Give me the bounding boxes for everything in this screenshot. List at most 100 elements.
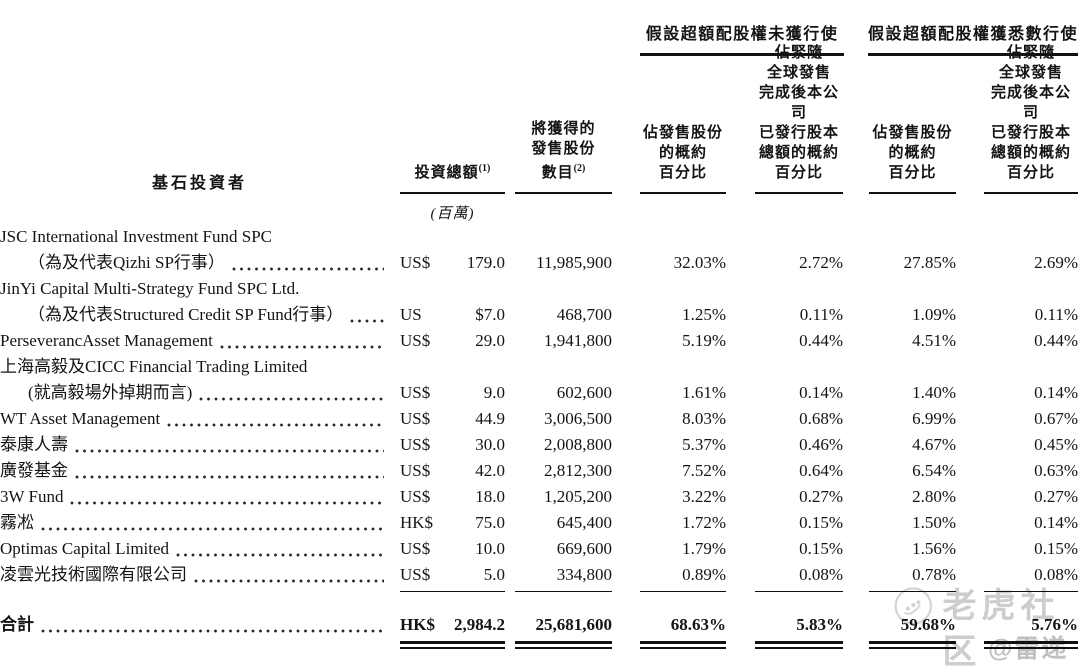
pct-cell: 2.80% — [912, 487, 956, 506]
investor-name-cell: 凌雲光技術國際有限公司 — [0, 562, 390, 588]
investor-name-cell: 廣發基金 — [0, 458, 390, 484]
pct-cell: 7.52% — [682, 461, 726, 480]
table-body: JSC International Investment Fund SPC （為… — [0, 224, 1080, 593]
dot-leader — [70, 501, 384, 505]
pct-cell: 1.61% — [682, 383, 726, 402]
pct-cell: 0.89% — [682, 565, 726, 584]
dot-leader — [75, 449, 384, 453]
investment-amount-cell: 179.0 — [466, 253, 505, 272]
pct-cell: 1.56% — [912, 539, 956, 558]
header-cornerstone-investors: 基石投資者 — [152, 175, 248, 192]
dot-leader — [231, 267, 384, 271]
total-shares-cell: 25,681,600 — [535, 615, 613, 634]
offer-shares-cell: 11,985,900 — [536, 253, 612, 272]
pct-cell: 0.15% — [1034, 539, 1078, 558]
currency-cell: US$ — [400, 539, 431, 558]
pct-cell: 0.11% — [799, 305, 843, 324]
table-row: 上海高毅及CICC Financial Trading Limited (就高毅… — [0, 354, 1080, 406]
pct-cell: 0.44% — [1034, 331, 1078, 350]
total-pct-cell: 68.63% — [670, 615, 726, 634]
header-span-no-exercise: 假設超額配股權未獲行使 — [640, 20, 844, 56]
investment-amount-cell: $7.0 — [475, 305, 505, 324]
pct-cell: 2.69% — [1034, 253, 1078, 272]
tiger-logo-icon — [894, 587, 932, 625]
table-row: Optimas Capital Limited US$ 10.0 669,600… — [0, 536, 1080, 562]
pct-cell: 0.44% — [799, 331, 843, 350]
pct-cell: 0.11% — [1034, 305, 1078, 324]
investment-amount-cell: 5.0 — [483, 565, 505, 584]
pct-cell: 0.46% — [799, 435, 843, 454]
pct-cell: 3.22% — [682, 487, 726, 506]
pct-cell: 4.67% — [912, 435, 956, 454]
pct-cell: 6.99% — [912, 409, 956, 428]
total-row: 合計 HK$ 2,984.2 25,681,600 68.63% 5.83% 5… — [0, 612, 1080, 649]
footnote-1-marker: (1) — [478, 163, 491, 174]
pct-cell: 0.63% — [1034, 461, 1078, 480]
investment-amount-cell: 42.0 — [475, 461, 505, 480]
pct-cell: 0.27% — [799, 487, 843, 506]
table-row: PerseverancAsset Management US$ 29.0 1,9… — [0, 328, 1080, 354]
offer-shares-cell: 2,008,800 — [544, 435, 612, 454]
offer-shares-cell: 645,400 — [556, 513, 612, 532]
currency-cell: US$ — [400, 409, 431, 428]
dot-leader — [219, 345, 384, 349]
table-row: WT Asset Management US$ 44.9 3,006,500 8… — [0, 406, 1080, 432]
header-span-full-exercise: 假設超額配股權獲悉數行使 — [868, 20, 1078, 56]
pct-cell: 1.79% — [682, 539, 726, 558]
pct-cell: 0.08% — [1034, 565, 1078, 584]
investor-name-cell: (就高毅場外掉期而言) — [0, 380, 390, 406]
single-rule — [0, 591, 1080, 593]
investment-amount-cell: 9.0 — [483, 383, 505, 402]
investor-name-line1: JSC International Investment Fund SPC — [0, 227, 272, 246]
pct-cell: 0.64% — [799, 461, 843, 480]
dot-leader — [41, 527, 384, 531]
total-currency-cell: HK$ — [400, 615, 435, 634]
pct-cell: 2.72% — [799, 253, 843, 272]
currency-cell: US$ — [400, 487, 431, 506]
pct-cell: 0.15% — [799, 513, 843, 532]
investor-name-cell: Optimas Capital Limited — [0, 536, 390, 562]
pct-cell: 0.14% — [799, 383, 843, 402]
header-offer-shares-number: 將獲得的 發售股份 數目(2) — [515, 60, 612, 194]
currency-cell: US$ — [400, 461, 431, 480]
investment-amount-cell: 75.0 — [475, 513, 505, 532]
dot-leader — [194, 579, 384, 583]
offer-shares-cell: 669,600 — [556, 539, 612, 558]
pct-cell: 4.51% — [912, 331, 956, 350]
pct-cell: 0.78% — [912, 565, 956, 584]
currency-cell: US$ — [400, 331, 431, 350]
pct-cell: 1.40% — [912, 383, 956, 402]
investment-amount-cell: 10.0 — [475, 539, 505, 558]
currency-cell: HK$ — [400, 513, 434, 532]
offer-shares-cell: 2,812,300 — [544, 461, 612, 480]
investor-name-cell: （為及代表Structured Credit SP Fund行事） — [0, 302, 390, 328]
investment-amount-cell: 29.0 — [475, 331, 505, 350]
total-pct-cell: 5.76% — [1031, 615, 1078, 634]
currency-cell: US$ — [400, 253, 431, 272]
pct-cell: 32.03% — [673, 253, 726, 272]
watermark-community-text: 老虎社区 — [942, 587, 1060, 671]
header-pct-offer-shares-b: 佔發售股份 的概約 百分比 — [869, 60, 956, 194]
dot-leader — [176, 553, 384, 557]
total-investment-cell: 2,984.2 — [454, 615, 505, 634]
currency-cell: US$ — [400, 435, 431, 454]
pct-cell: 5.37% — [682, 435, 726, 454]
pct-cell: 1.09% — [912, 305, 956, 324]
table-row: JSC International Investment Fund SPC （為… — [0, 224, 1080, 276]
pct-cell: 1.72% — [682, 513, 726, 532]
header-pct-offer-shares-a: 佔發售股份 的概約 百分比 — [640, 60, 726, 194]
total-pct-cell: 5.83% — [796, 615, 843, 634]
watermark-author-handle: @雷递 — [988, 635, 1069, 663]
total-pct-cell: 59.68% — [900, 615, 956, 634]
pct-cell: 0.15% — [799, 539, 843, 558]
pct-cell: 0.14% — [1034, 513, 1078, 532]
investment-amount-cell: 44.9 — [475, 409, 505, 428]
pct-cell: 27.85% — [903, 253, 956, 272]
dot-leader — [41, 629, 384, 633]
investment-amount-cell: 30.0 — [475, 435, 505, 454]
footnote-2-marker: (2) — [573, 163, 586, 174]
offer-shares-cell: 1,205,200 — [544, 487, 612, 506]
header-pct-issued-capital-a: 佔緊隨 全球發售 完成後本公司 已發行股本 總額的概約 百分比 — [755, 45, 843, 194]
tiger-community-watermark: 老虎社区 — [893, 583, 1080, 671]
